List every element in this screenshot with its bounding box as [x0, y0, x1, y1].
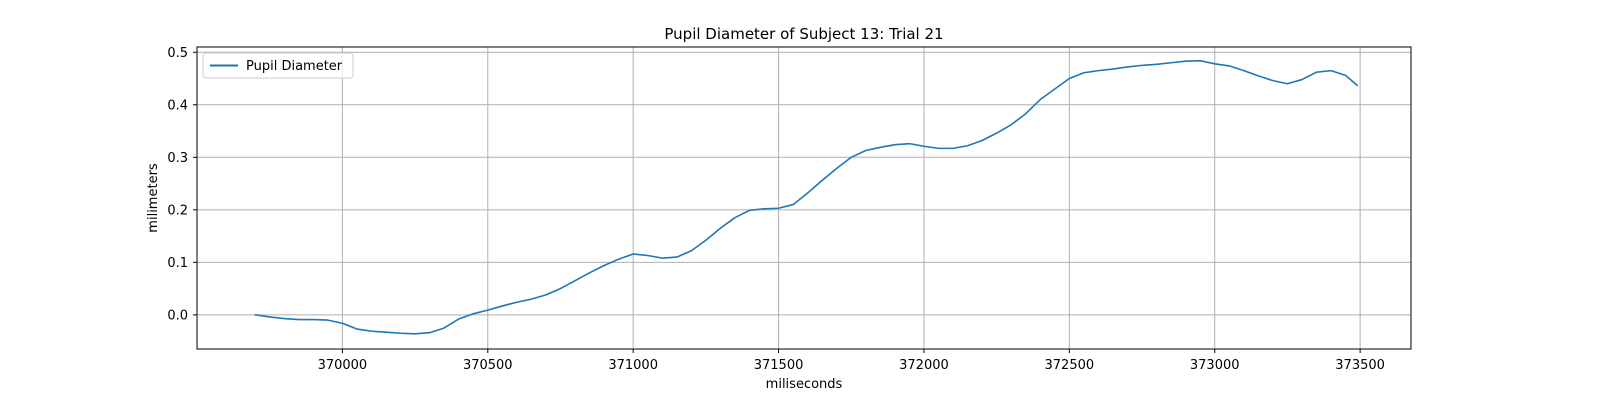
y-tick-label: 0.4 — [167, 98, 188, 113]
x-tick-label: 373500 — [1335, 358, 1385, 373]
x-tick-label: 372500 — [1045, 358, 1095, 373]
legend-label-pupil-diameter: Pupil Diameter — [246, 59, 343, 74]
series-layer — [254, 59, 1359, 335]
axes-frame — [196, 46, 1412, 350]
chart-title: Pupil Diameter of Subject 13: Trial 21 — [664, 25, 943, 43]
x-tick-label: 372000 — [899, 358, 949, 373]
x-tick-label: 373000 — [1190, 358, 1240, 373]
series-line-pupil-diameter — [254, 59, 1359, 335]
x-axis-label: miliseconds — [766, 377, 843, 392]
y-tick-label: 0.0 — [167, 308, 188, 323]
x-tick-label: 370500 — [463, 358, 513, 373]
x-tick-label: 371000 — [608, 358, 658, 373]
legend: Pupil Diameter — [202, 52, 354, 79]
y-axis-label: milimeters — [146, 163, 161, 233]
y-tick-label: 0.1 — [167, 256, 188, 271]
plot-frame — [196, 46, 1412, 350]
legend-box — [202, 52, 354, 79]
grid-lines — [197, 47, 1411, 349]
x-tick-label: 371500 — [754, 358, 804, 373]
tick-marks: 370000 370500 371000 371500 372000 372500 3730… — [167, 46, 1385, 373]
y-tick-label: 0.3 — [167, 151, 188, 166]
x-tick-label: 370000 — [318, 358, 368, 373]
y-tick-label: 0.5 — [167, 46, 188, 61]
y-tick-label: 0.2 — [167, 203, 188, 218]
